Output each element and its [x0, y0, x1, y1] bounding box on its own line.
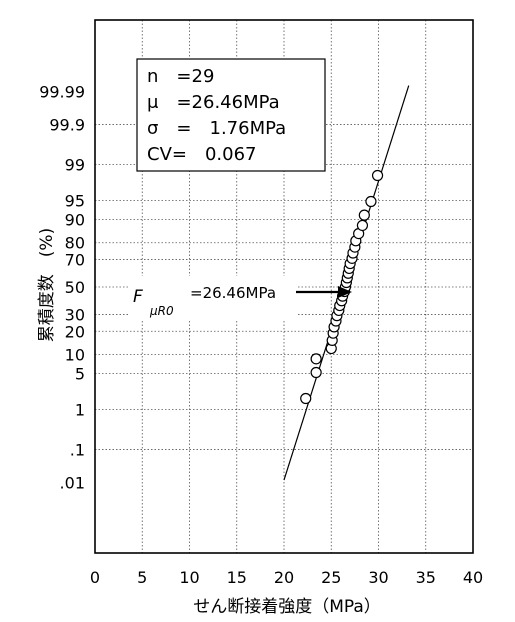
data-point: [310, 353, 322, 365]
x-tick-label: 20: [274, 568, 294, 587]
x-tick-label: 10: [179, 568, 199, 587]
annotation-backdrop: [128, 276, 298, 320]
x-tick-label: 25: [321, 568, 341, 587]
stats-line-cv: CV= 0.067: [147, 144, 257, 165]
x-tick-label: 5: [137, 568, 147, 587]
stats-line-mean: μ =26.46MPa: [147, 92, 280, 113]
x-tick-labels: 0 5 10 15 20 25 30 35 40: [90, 568, 483, 587]
annotation-symbol: F: [133, 287, 143, 307]
y-tick-label: 30: [65, 306, 85, 325]
data-point: [300, 392, 312, 405]
data-points: [300, 169, 384, 405]
plot-frame: [94, 19, 474, 554]
y-tick-label: 80: [65, 234, 85, 253]
y-tick-label: 95: [65, 191, 85, 210]
y-tick-label: 99.99: [39, 82, 85, 101]
data-point: [356, 219, 369, 232]
x-axis-label: せん断接着強度（MPa）: [193, 597, 381, 617]
y-tick-label: 1: [75, 400, 85, 419]
y-tick-label: 99: [65, 156, 85, 175]
annotation-arrowhead: [338, 286, 352, 298]
x-tick-label: 35: [416, 568, 436, 587]
y-tick-label: 20: [65, 322, 85, 341]
y-tick-label: 10: [65, 345, 85, 364]
x-tick-label: 30: [368, 568, 388, 587]
data-point: [358, 209, 370, 221]
y-tick-label: 90: [65, 211, 85, 230]
x-tick-label: 0: [90, 568, 100, 587]
y-tick-label: .01: [60, 474, 85, 493]
plot-border: [94, 19, 474, 554]
stats-box: n =29 μ =26.46MPa σ = 1.76MPa CV= 0.067: [136, 58, 326, 172]
stats-line-sd: σ = 1.76MPa: [147, 118, 286, 139]
mean-annotation: F μR0 =26.46MPa: [128, 276, 352, 320]
y-tick-label: 70: [65, 250, 85, 269]
stats-line-n: n =29: [147, 66, 214, 87]
x-tick-label: 40: [463, 568, 483, 587]
annotation-subscript: μR0: [149, 304, 174, 318]
y-tick-label: 5: [75, 365, 85, 384]
x-tick-label: 15: [227, 568, 247, 587]
y-axis-label: 累積度数 (%): [37, 228, 57, 342]
y-tick-label: 99.9: [49, 115, 85, 134]
data-point: [365, 195, 377, 208]
y-tick-label: 50: [65, 278, 85, 297]
y-tick-label: .1: [70, 441, 85, 460]
stats-box-frame: [136, 58, 326, 172]
annotation-value: =26.46MPa: [190, 284, 276, 302]
data-point: [310, 366, 322, 379]
data-point: [371, 169, 384, 182]
